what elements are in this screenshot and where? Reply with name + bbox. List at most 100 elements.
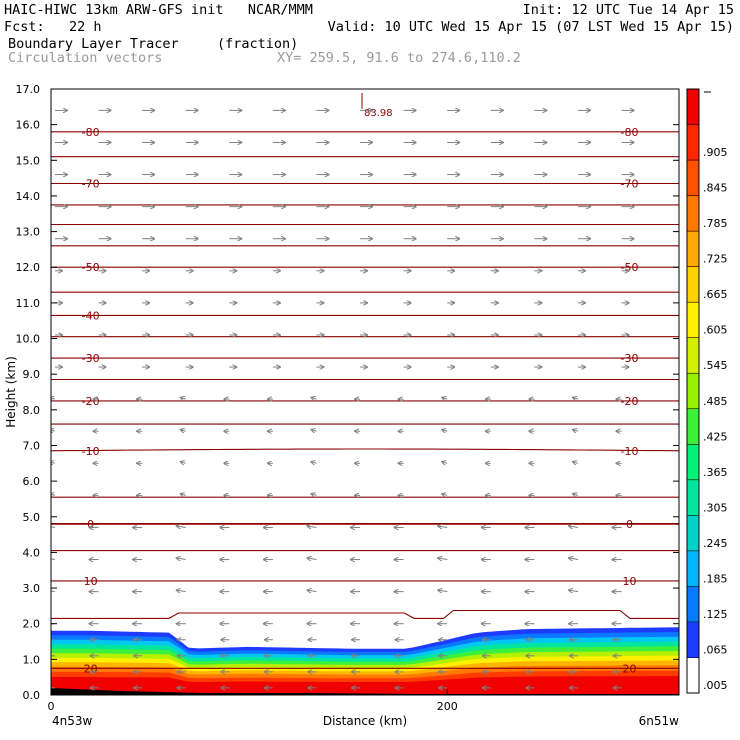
circulation-vector	[569, 526, 579, 528]
circulation-vector	[573, 462, 579, 464]
colorbar-segment	[687, 124, 699, 161]
contour-label: -30	[82, 352, 100, 365]
forecast-hour: Fcst: 22 h	[4, 19, 102, 35]
contour-label: 20	[622, 662, 636, 675]
colorbar-label: .425	[703, 430, 728, 443]
colorbar-segment	[687, 621, 699, 658]
x-axis-label: Distance (km)	[323, 714, 407, 728]
y-tick-label: 12.0	[16, 261, 41, 274]
colorbar-segment	[687, 160, 699, 197]
circulation-vector	[181, 430, 186, 432]
colorbar-label: .485	[703, 395, 728, 408]
circulation-vector	[311, 494, 317, 496]
circulation-vector	[307, 526, 317, 528]
max-label: 83.98	[364, 108, 393, 119]
circulation-vector	[311, 462, 317, 464]
field-units: (fraction)	[217, 36, 299, 52]
x-tick-label: 0	[48, 700, 55, 713]
colorbar-label: .665	[703, 288, 728, 301]
contour-label: -20	[620, 395, 638, 408]
circulation-vector	[442, 430, 448, 432]
circulation-vector	[442, 398, 448, 400]
y-tick-label: 0.0	[23, 689, 41, 702]
circulation-vector	[307, 590, 317, 592]
circulation-vector	[311, 430, 317, 432]
contour-label: 0	[87, 518, 94, 531]
contour-line	[51, 448, 679, 452]
contour-label: -80	[620, 126, 638, 139]
circulation-vector	[51, 526, 56, 528]
terrain	[51, 688, 679, 695]
y-tick-label: 9.0	[23, 368, 41, 381]
colorbar-label: .785	[703, 217, 728, 230]
colorbar-label: .365	[703, 466, 728, 479]
circulation-vector	[442, 494, 448, 496]
plot-area	[50, 88, 680, 696]
colorbar-segment	[687, 373, 699, 410]
colorbar-label: .245	[703, 537, 728, 550]
valid-time: Valid: 10 UTC Wed 15 Apr 15 (07 LST Wed …	[327, 19, 734, 35]
circulation-vector	[181, 462, 186, 464]
y-tick-label: 5.0	[23, 511, 41, 524]
colorbar-label: .545	[703, 359, 728, 372]
model-title: HAIC-HIWC 13km ARW-GFS init NCAR/MMM	[4, 2, 313, 18]
colorbar-segment	[687, 89, 699, 126]
colorbar-segment	[687, 408, 699, 445]
colorbar-segment	[687, 550, 699, 587]
contour-label: -50	[620, 261, 638, 274]
y-tick-label: 1.0	[23, 653, 41, 666]
circulation-vector	[177, 590, 186, 592]
colorbar-segment	[687, 195, 699, 232]
contour-line	[51, 609, 679, 619]
circulation-vector	[51, 398, 56, 400]
circulation-vector	[442, 462, 448, 464]
y-tick-label: 7.0	[23, 439, 41, 452]
circulation-vector	[438, 558, 448, 560]
contour-label: 0	[626, 518, 633, 531]
colorbar-label: .185	[703, 572, 728, 585]
y-tick-label: 2.0	[23, 618, 41, 631]
contour-label: -20	[82, 395, 100, 408]
contour-label: -10	[620, 445, 638, 458]
circulation-vector	[438, 590, 448, 592]
y-tick-label: 4.0	[23, 546, 41, 559]
circulation-vector	[177, 558, 186, 560]
colorbar-segment	[687, 302, 699, 339]
overlay-name: Circulation vectors	[8, 50, 163, 66]
contour-label: -80	[82, 126, 100, 139]
circulation-vector	[51, 590, 56, 593]
contour-label: -70	[620, 177, 638, 190]
contour-label: 20	[84, 662, 98, 675]
circulation-vector	[307, 558, 317, 560]
y-tick-label: 15.0	[16, 154, 41, 167]
colorbar-label: .005	[703, 679, 728, 692]
circulation-vector	[51, 430, 56, 432]
x-end-label: 6n51w	[639, 714, 680, 728]
y-tick-label: 16.0	[16, 119, 41, 132]
y-tick-label: 10.0	[16, 333, 41, 346]
contour-label: -50	[82, 261, 100, 274]
contour-label: -40	[82, 309, 100, 322]
circulation-vector	[181, 398, 186, 400]
circulation-vector	[51, 494, 56, 496]
colorbar-segment	[687, 586, 699, 623]
contour-label: -70	[82, 177, 100, 190]
y-tick-label: 13.0	[16, 226, 41, 239]
y-tick-label: 6.0	[23, 475, 41, 488]
colorbar-label: .845	[703, 182, 728, 195]
colorbar-segment	[687, 657, 699, 694]
xy-readout: XY= 259.5, 91.6 to 274.6,110.2	[277, 50, 521, 66]
colorbar-label: .605	[703, 324, 728, 337]
contour-label: 10	[622, 575, 636, 588]
circulation-vector	[51, 558, 56, 561]
circulation-vector	[573, 398, 579, 400]
y-tick-label: 17.0	[16, 83, 41, 96]
colorbar-segment	[687, 515, 699, 552]
contour-label: -10	[82, 445, 100, 458]
colorbar-frame	[686, 88, 700, 694]
y-tick-label: 8.0	[23, 404, 41, 417]
circulation-vector	[177, 526, 186, 528]
colorbar-label: .305	[703, 501, 728, 514]
y-axis-label: Height (km)	[4, 356, 18, 427]
